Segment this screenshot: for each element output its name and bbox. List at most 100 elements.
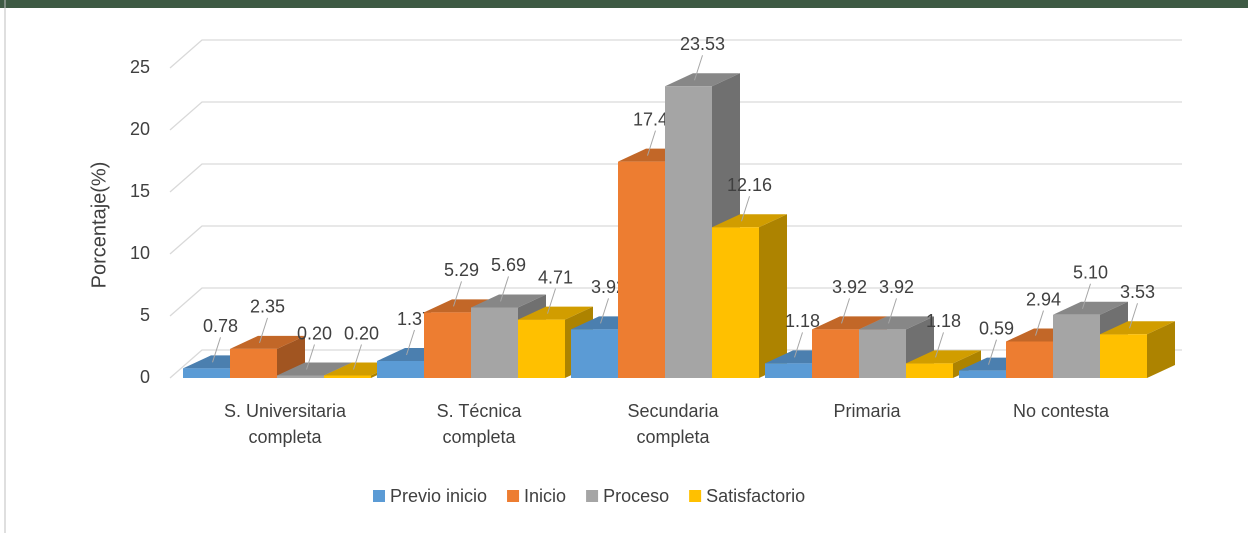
data-label: 5.69 <box>491 255 526 275</box>
bar-front <box>183 368 230 378</box>
grid-line <box>169 287 1182 317</box>
bar-top <box>424 299 499 313</box>
y-tick-label: 0 <box>140 367 150 387</box>
data-label: 3.53 <box>1120 282 1155 302</box>
leader-line <box>841 298 850 324</box>
bar-front <box>571 329 618 378</box>
leader-line <box>1129 303 1138 329</box>
data-label: 12.16 <box>727 175 772 195</box>
bar-front <box>1006 341 1053 378</box>
legend-label: Previo inicio <box>390 486 487 506</box>
data-label: 0.59 <box>979 318 1014 338</box>
y-tick-label: 15 <box>130 181 150 201</box>
data-label: 2.94 <box>1026 289 1061 309</box>
data-label: 0.20 <box>297 323 332 343</box>
bar-front <box>1053 314 1100 378</box>
bar-front <box>765 363 812 378</box>
legend-swatch <box>373 490 385 502</box>
data-label: 3.92 <box>879 277 914 297</box>
leader-line <box>500 276 509 302</box>
bar-front <box>324 375 371 378</box>
bar-side <box>1147 321 1175 378</box>
bar-top <box>812 316 887 330</box>
leader-line <box>988 339 997 365</box>
bar-top <box>1053 301 1128 315</box>
leader-line <box>647 130 656 156</box>
grid-line <box>169 101 1182 131</box>
leader-line <box>935 332 944 358</box>
leader-line <box>353 344 362 370</box>
bar-front <box>665 86 712 378</box>
data-label: 0.20 <box>344 323 379 343</box>
bar-front <box>377 361 424 378</box>
x-tick-label: S. Universitaria completa <box>223 401 347 447</box>
y-tick-label: 20 <box>130 119 150 139</box>
leader-line <box>547 288 556 314</box>
bar-top <box>906 350 981 364</box>
leader-line <box>1035 310 1044 336</box>
leader-line <box>600 298 609 324</box>
x-tick-label: No contesta <box>1012 401 1110 421</box>
leader-line <box>741 196 750 222</box>
data-label: 1.18 <box>785 311 820 331</box>
bar-front <box>471 307 518 378</box>
grid-line <box>169 225 1182 255</box>
bar-front <box>230 348 277 378</box>
top-strip <box>0 0 1248 8</box>
data-label: 0.78 <box>203 316 238 336</box>
bar-top <box>277 362 352 376</box>
bar-front <box>712 227 759 378</box>
data-label: 23.53 <box>680 34 725 54</box>
data-label: 4.71 <box>538 267 573 287</box>
bar-front <box>859 329 906 378</box>
legend-swatch <box>689 490 702 502</box>
bar <box>712 214 787 378</box>
legend-label: Inicio <box>524 486 566 506</box>
grid-line <box>169 39 1182 69</box>
y-tick-label: 10 <box>130 243 150 263</box>
data-label: 5.10 <box>1073 263 1108 283</box>
bar-front <box>812 329 859 378</box>
bar-top <box>230 335 305 349</box>
data-label: 3.92 <box>832 277 867 297</box>
leader-line <box>212 337 221 363</box>
leader-line <box>406 329 415 356</box>
legend-swatch <box>507 490 520 502</box>
grid-line <box>169 163 1182 193</box>
legend-label: Proceso <box>603 486 669 506</box>
x-tick-label: S. Técnica completa <box>436 401 522 447</box>
bar-front <box>277 375 324 378</box>
y-axis-label: Porcentaje(%) <box>88 162 110 289</box>
leader-line <box>694 55 703 81</box>
bar-front <box>424 312 471 378</box>
bar-top <box>665 73 740 87</box>
bar-front <box>618 161 665 378</box>
leader-line <box>1082 283 1091 309</box>
leader-line <box>453 281 462 307</box>
bar-front <box>1100 334 1147 378</box>
bar-front <box>959 370 1006 378</box>
y-tick-label: 25 <box>130 57 150 77</box>
y-tick-label: 5 <box>140 305 150 325</box>
bar-side <box>759 214 787 378</box>
data-label: 2.35 <box>250 297 285 317</box>
bar-top <box>1100 321 1175 335</box>
bar-top <box>859 316 934 330</box>
leader-line <box>888 298 897 324</box>
leader-line <box>306 344 315 370</box>
bar-front <box>906 363 953 378</box>
x-tick-label: Secundaria completa <box>627 401 719 447</box>
data-label: 1.18 <box>926 311 961 331</box>
data-label: 5.29 <box>444 260 479 280</box>
data-label: 3.92 <box>591 277 626 297</box>
bar-top <box>518 306 593 320</box>
legend-swatch <box>586 490 599 502</box>
bar <box>1100 321 1175 378</box>
leader-line <box>259 317 268 344</box>
data-label: 1.37 <box>397 309 432 329</box>
bar-top <box>471 294 546 308</box>
bar-top <box>712 214 787 228</box>
leader-line <box>794 332 803 358</box>
